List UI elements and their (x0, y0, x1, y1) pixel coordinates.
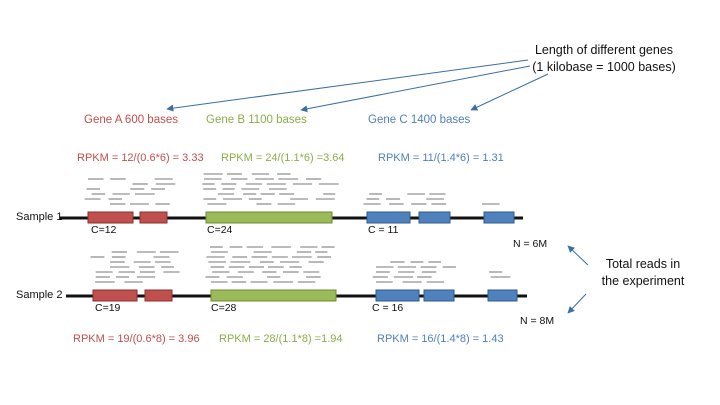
gene-c-exon (366, 211, 411, 224)
mapped-reads (84, 173, 511, 283)
callout-line: the experiment (601, 273, 685, 288)
gene-a-exon (87, 211, 134, 224)
gene-b-label: Gene B 1100 bases (206, 114, 307, 126)
total-reads-sample-2: N = 8M (520, 315, 555, 327)
gene-a-label: Gene A 600 bases (84, 114, 178, 126)
gene-c-exon (375, 289, 420, 302)
callout-line: Total reads in (605, 257, 681, 271)
gene-c-exon (423, 289, 455, 302)
gene-c-exon (487, 289, 518, 302)
rpkm-sample-1-gene-b: RPKM = 24/(1.1*6) =3.64 (221, 152, 345, 164)
sample-2-track (66, 289, 527, 302)
gene-c-exon (418, 211, 451, 224)
gene-b-exon (205, 211, 333, 224)
rpkm-sample-1-gene-c: RPKM = 11/(1.4*6) = 1.31 (378, 152, 504, 164)
sample-1-track (60, 211, 523, 224)
total-reads-sample-1: N = 6M (513, 238, 548, 250)
gene-c-exon (483, 211, 515, 224)
rpkm-sample-1-gene-a: RPKM = 12/(0.6*6) = 3.33 (77, 152, 204, 164)
callout-line: Length of different genes (534, 43, 674, 57)
arrow-to-total-2 (567, 293, 587, 314)
gene-b-exon (210, 289, 337, 302)
rpkm-sample-2-gene-a: RPKM = 19/(0.6*8) = 3.96 (73, 333, 200, 345)
count-sample-2-gene-b: C=28 (211, 302, 237, 314)
gene-a-exon (139, 211, 168, 224)
sample-2-label: Sample 2 (16, 289, 63, 301)
callout-line: (1 kilobase = 1000 bases) (532, 59, 676, 74)
total-reads-callout: Total reads in the experiment (588, 256, 698, 290)
arrow-to-gene-c (470, 73, 549, 111)
count-sample-1-gene-b: C=24 (207, 224, 233, 236)
count-sample-1-gene-c: C = 11 (368, 224, 399, 236)
arrow-to-gene-b (300, 65, 531, 113)
gene-a-exon (144, 289, 173, 302)
gene-a-exon (92, 289, 138, 302)
gene-length-callout: Length of different genes (1 kilobase = … (516, 42, 692, 76)
arrow-to-total-1 (567, 245, 589, 266)
count-sample-2-gene-a: C=19 (95, 302, 121, 314)
count-sample-2-gene-c: C = 16 (372, 302, 404, 314)
rpkm-sample-2-gene-c: RPKM = 16/(1.4*8) = 1.43 (377, 333, 504, 345)
gene-c-label: Gene C 1400 bases (368, 114, 471, 126)
sample-1-label: Sample 1 (16, 211, 63, 223)
count-sample-1-gene-a: C=12 (91, 224, 117, 236)
rpkm-sample-2-gene-b: RPKM = 28/(1.1*8) =1.94 (219, 333, 343, 345)
arrow-to-gene-a (166, 59, 529, 112)
